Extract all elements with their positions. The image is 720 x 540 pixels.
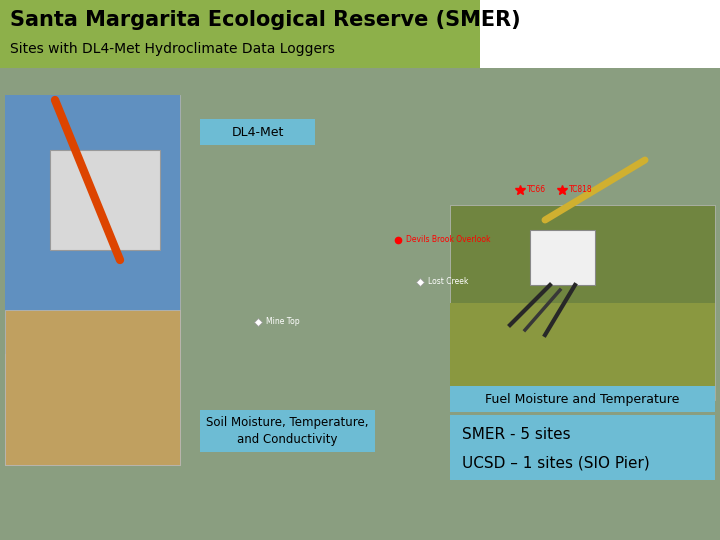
Text: Soil Moisture, Temperature,
and Conductivity: Soil Moisture, Temperature, and Conducti… xyxy=(206,416,369,446)
Text: Lost Creek: Lost Creek xyxy=(428,278,469,287)
FancyBboxPatch shape xyxy=(5,95,180,354)
FancyBboxPatch shape xyxy=(450,415,715,480)
FancyBboxPatch shape xyxy=(450,386,715,412)
Text: TC818: TC818 xyxy=(569,186,593,194)
Text: DL4-Met: DL4-Met xyxy=(231,125,284,138)
FancyBboxPatch shape xyxy=(50,150,160,250)
FancyBboxPatch shape xyxy=(5,310,180,465)
FancyBboxPatch shape xyxy=(200,410,375,452)
FancyBboxPatch shape xyxy=(0,0,480,68)
FancyBboxPatch shape xyxy=(450,205,715,400)
Text: Fuel Moisture and Temperature: Fuel Moisture and Temperature xyxy=(485,393,680,406)
Text: SMER - 5 sites: SMER - 5 sites xyxy=(462,427,571,442)
Text: TC66: TC66 xyxy=(527,186,546,194)
FancyBboxPatch shape xyxy=(200,119,315,145)
Text: Mine Top: Mine Top xyxy=(266,318,300,327)
Text: Santa Margarita Ecological Reserve (SMER): Santa Margarita Ecological Reserve (SMER… xyxy=(10,10,521,30)
FancyBboxPatch shape xyxy=(480,0,720,68)
Text: Sites with DL4-Met Hydroclimate Data Loggers: Sites with DL4-Met Hydroclimate Data Log… xyxy=(10,42,335,56)
Text: Devils Brook Overlook: Devils Brook Overlook xyxy=(406,235,490,245)
FancyBboxPatch shape xyxy=(5,95,180,465)
FancyBboxPatch shape xyxy=(530,230,595,285)
Text: UCSD – 1 sites (SIO Pier): UCSD – 1 sites (SIO Pier) xyxy=(462,455,649,470)
FancyBboxPatch shape xyxy=(450,302,715,400)
